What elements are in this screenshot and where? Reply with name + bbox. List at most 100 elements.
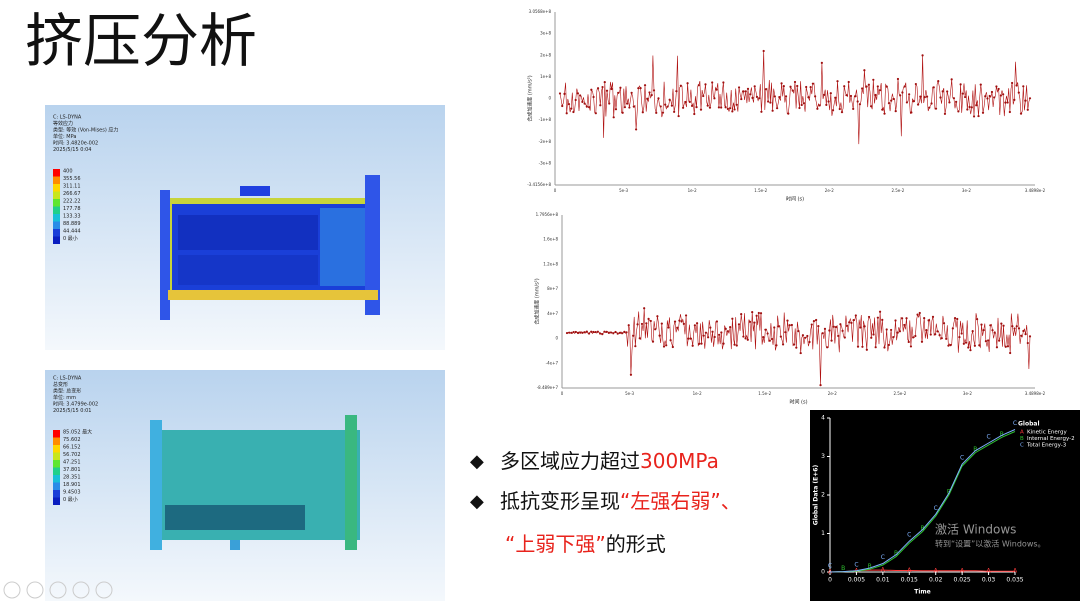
signal-dot (945, 337, 948, 340)
signal-dot (764, 88, 768, 91)
x-tick-label: 3.4898e-2 (1025, 391, 1046, 396)
signal-dot (989, 324, 992, 327)
signal-dot (1022, 85, 1025, 88)
signal-dot (1006, 101, 1009, 104)
signal-dot (646, 97, 649, 100)
y-tick-label: -3e+8 (539, 160, 552, 165)
signal-dot (795, 346, 798, 349)
signal-dot (594, 112, 597, 115)
signal-dot (662, 345, 666, 348)
x-tick-label: 2e-2 (828, 391, 837, 396)
y-tick-label: 1.7956e+8 (536, 212, 559, 217)
legend-value: 47.251 (63, 460, 81, 466)
signal-dot (731, 110, 734, 113)
signal-dot (948, 101, 951, 104)
signal-dot (755, 95, 759, 98)
signal-dot (565, 331, 569, 335)
x-axis-label: 时间 (s) (786, 196, 804, 203)
signal-dot (845, 324, 849, 328)
signal-dot (614, 330, 617, 334)
y-tick-label: 1.2e+8 (543, 261, 558, 266)
signal-dot (698, 342, 701, 345)
contour-info: 时间: 3.4799e-002 (53, 401, 98, 408)
signal-dot (766, 332, 769, 335)
signal-dot (909, 345, 913, 348)
signal-dot (693, 112, 696, 116)
signal-dot (934, 107, 938, 110)
signal-dot (590, 88, 593, 91)
signal-dot (779, 335, 782, 338)
signal-dot (634, 345, 637, 348)
contour-info: 类型: 总变形 (53, 388, 81, 395)
signal-dot (799, 351, 802, 355)
signal-dot (962, 342, 965, 345)
signal-dot (731, 317, 734, 320)
signal-dot (952, 97, 956, 100)
signal-dot (789, 85, 792, 88)
x-tick-label: 0.035 (1006, 577, 1023, 584)
signal-dot (995, 346, 999, 349)
signal-dot (841, 329, 844, 332)
signal-dot (876, 316, 879, 319)
bullet-text: 抵抗变形呈现“左强右弱”、 (500, 489, 741, 513)
signal-dot (961, 92, 964, 95)
legend-title: Global (1018, 421, 1040, 428)
signal-dot (1010, 81, 1014, 85)
signal-dot (848, 321, 851, 324)
signal-dot (771, 109, 774, 112)
signal-dot (603, 330, 606, 333)
signal-dot (971, 330, 974, 333)
signal-dot (623, 106, 627, 109)
signal-dot (612, 332, 615, 335)
signal-dot (594, 330, 597, 334)
series-line (829, 429, 1016, 573)
point-marker: A (987, 568, 992, 575)
signal-dot (995, 85, 998, 88)
signal-dot (793, 80, 797, 84)
signal-dot (925, 95, 929, 98)
signal-dot (607, 331, 610, 335)
signal-dot (699, 108, 703, 111)
color-swatch (53, 445, 60, 453)
signal-dot (937, 80, 940, 83)
signal-dot (940, 337, 943, 340)
color-swatch (53, 497, 60, 505)
signal-dot (649, 319, 652, 323)
model (150, 415, 360, 550)
legend-label: Kinetic Energy (1027, 430, 1067, 436)
signal-dot (939, 96, 942, 99)
signal-dot (885, 85, 888, 88)
signal-dot (923, 96, 926, 99)
signal-dot (724, 106, 727, 109)
legend-value: 133.33 (63, 214, 81, 220)
signal-dot (798, 106, 801, 110)
signal-dot (690, 104, 694, 107)
signal-dot (890, 99, 893, 102)
signal-dot (896, 331, 899, 334)
signal-dot (834, 96, 837, 99)
signal-dot (711, 330, 714, 333)
signal-dot (689, 337, 692, 340)
y-axis-label: 合成加速度 (mm/s²) (527, 75, 534, 122)
signal-dot (625, 331, 628, 334)
toolbar[interactable] (3, 581, 113, 599)
signal-dot (804, 336, 807, 339)
point-marker: C (828, 563, 832, 570)
signal-dot (621, 332, 624, 335)
signal-dot (892, 336, 895, 339)
point-marker: A (881, 567, 886, 574)
signal-dot (585, 105, 588, 108)
signal-dot (621, 111, 624, 114)
signal-dot (858, 103, 862, 106)
signal-dot (722, 342, 725, 345)
signal-dot (700, 342, 703, 345)
signal-dot (610, 87, 613, 91)
signal-dot (929, 333, 932, 336)
signal-dot (650, 93, 653, 97)
signal-dot (592, 95, 595, 99)
point-marker: C (854, 561, 858, 568)
signal-dot (697, 84, 700, 87)
signal-dot (1026, 341, 1029, 345)
signal-dot (921, 54, 924, 57)
signal-dot (984, 95, 987, 98)
